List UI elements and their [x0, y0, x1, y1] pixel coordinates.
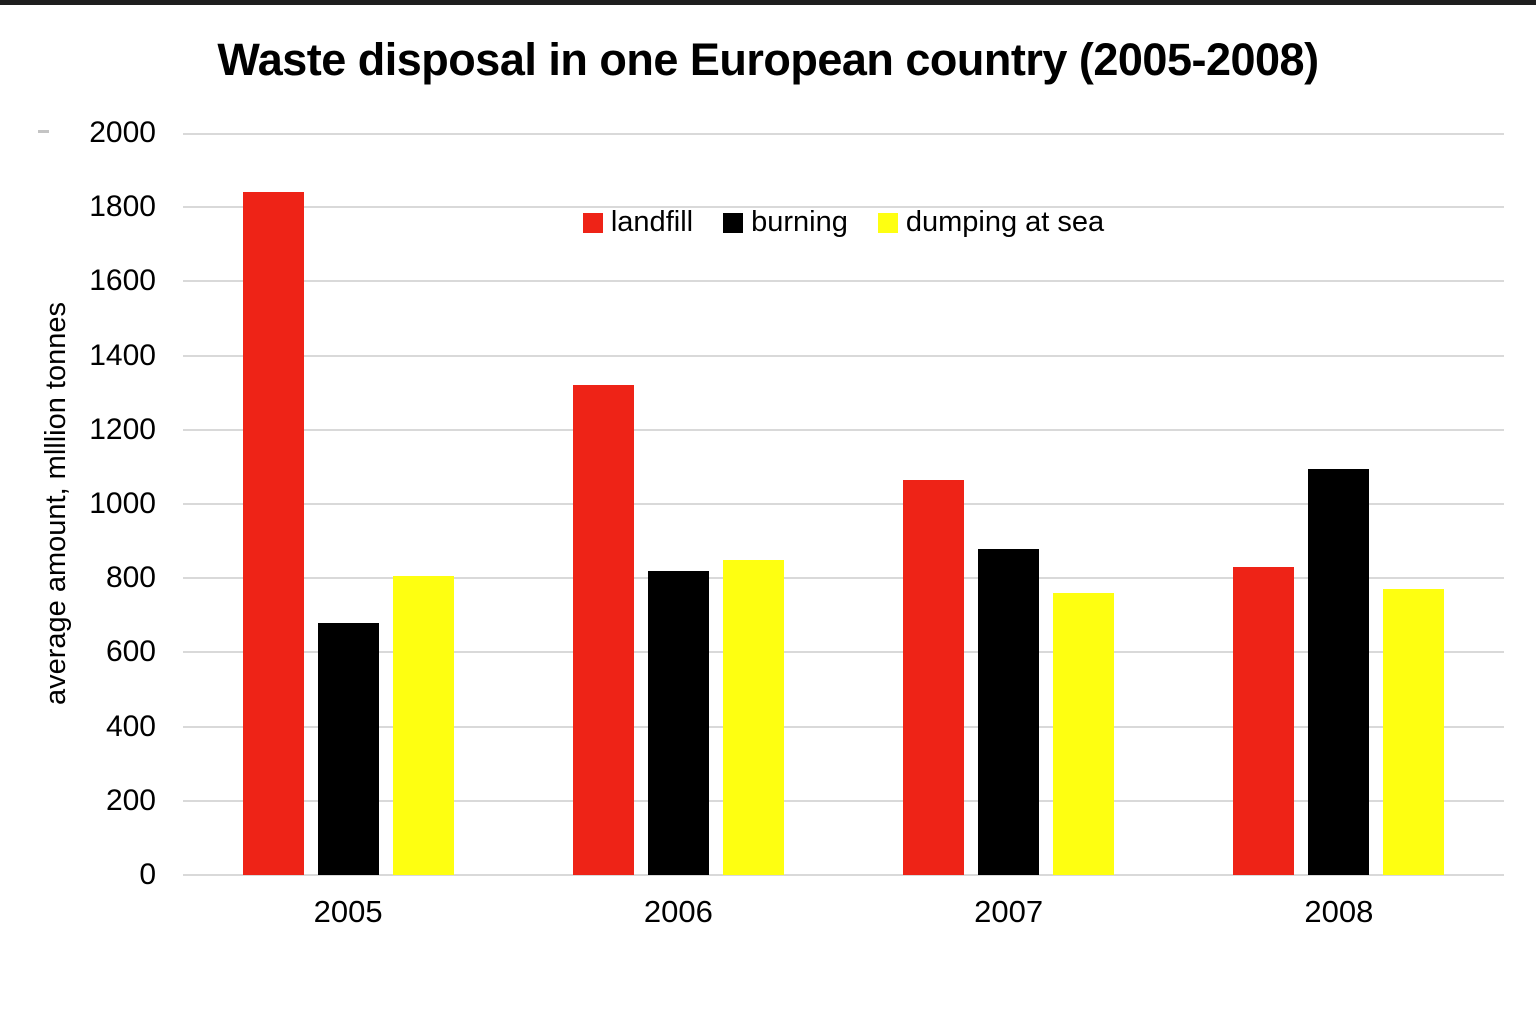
y-tick-label: 400 — [105, 709, 156, 743]
y-tick-label: 2000 — [89, 116, 156, 149]
bar-landfill-2006 — [572, 385, 634, 875]
gridline — [183, 133, 1504, 135]
legend-swatch-landfill — [582, 212, 603, 233]
stray-tick-mark — [38, 130, 49, 133]
gridline — [183, 354, 1504, 357]
bar-landfill-2008 — [1233, 567, 1295, 875]
legend-label: burning — [751, 206, 848, 238]
chart-legend: landfill burning dumping at sea — [183, 206, 1504, 239]
bar-burning-2007 — [978, 549, 1040, 875]
bar-group-2008 — [1233, 469, 1445, 875]
bar-landfill-2005 — [242, 192, 304, 875]
bar-groups — [183, 133, 1504, 875]
x-axis-label-2006: 2006 — [643, 894, 713, 929]
legend-item: dumping at sea — [877, 206, 1105, 239]
y-tick-label: 0 — [139, 858, 156, 891]
x-axis-label-2005: 2005 — [313, 894, 383, 929]
x-axis-label-2008: 2008 — [1304, 894, 1374, 929]
y-tick-label: 800 — [105, 561, 156, 595]
bar-dumping-at-sea-2008 — [1383, 589, 1445, 875]
y-tick-label: 1200 — [89, 412, 156, 446]
y-tick-label: 1600 — [89, 264, 156, 298]
y-tick-label: 1400 — [89, 338, 156, 372]
gridline — [183, 428, 1504, 431]
bar-dumping-at-sea-2007 — [1053, 593, 1115, 875]
bar-group-2006 — [572, 385, 784, 875]
plot-area — [183, 133, 1504, 876]
legend-label: dumping at sea — [905, 206, 1105, 238]
gridline — [183, 577, 1504, 580]
legend-item: landfill — [582, 206, 694, 239]
legend-item: burning — [723, 206, 848, 239]
y-tick-label: 1800 — [89, 190, 156, 224]
bar-burning-2005 — [317, 623, 379, 875]
gridline — [183, 725, 1504, 728]
y-tick-label: 600 — [105, 635, 156, 669]
bar-group-2005 — [242, 192, 454, 875]
bar-burning-2006 — [647, 571, 709, 875]
bar-group-2007 — [903, 480, 1115, 875]
gridline — [183, 503, 1504, 505]
top-border-strip — [0, 0, 1536, 5]
bar-burning-2008 — [1308, 469, 1370, 875]
x-axis-label-2007: 2007 — [974, 894, 1044, 929]
gridline — [183, 799, 1504, 802]
x-axis-labels: 2005 2006 2007 2008 — [183, 894, 1504, 930]
bar-landfill-2007 — [903, 480, 965, 875]
y-tick-labels: 0 200 400 600 800 1000 1200 1400 1600 1800 2000 — [0, 116, 156, 891]
chart-title: Waste disposal in one European country (… — [217, 34, 1319, 85]
legend-swatch-dumping-at-sea — [877, 212, 898, 233]
gridline — [183, 280, 1504, 283]
gridline — [183, 206, 1504, 209]
y-tick-label: 200 — [105, 783, 156, 817]
bar-dumping-at-sea-2006 — [722, 560, 784, 875]
bar-dumping-at-sea-2005 — [392, 576, 454, 875]
legend-label: landfill — [610, 206, 694, 238]
gridline — [183, 874, 1504, 876]
y-tick-label: 1000 — [89, 487, 156, 520]
legend-swatch-burning — [723, 212, 744, 233]
gridline — [183, 651, 1504, 654]
